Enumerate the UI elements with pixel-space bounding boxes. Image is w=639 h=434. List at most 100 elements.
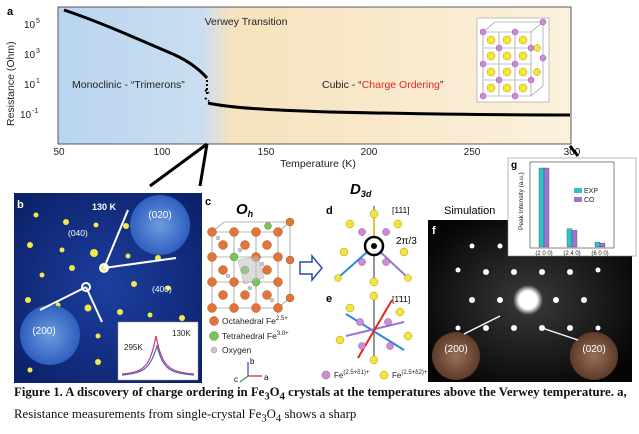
crystal-cube-image: [476, 17, 550, 103]
zoom-spot-200-f: [432, 332, 480, 380]
figure-caption: Figure 1. A discovery of charge ordering…: [14, 384, 630, 427]
panel-b-temp: 130 K: [92, 202, 117, 212]
panel-b: b 130 K (020) (200) (040) (400) 295K 130…: [14, 193, 202, 383]
resistance-curve-high: [207, 101, 571, 117]
panel-a-xlabel: Temperature (K): [280, 158, 356, 170]
arrow-f-left: [463, 315, 501, 335]
x-tick-label: 250: [464, 147, 481, 158]
spot-020-label: (020): [148, 210, 171, 221]
g-category-label: (6 0 0): [591, 251, 608, 257]
legend-fe2-marker: [379, 370, 389, 380]
resistance-curve-low: [63, 8, 209, 79]
g-category-label: (2 0 0): [535, 251, 552, 257]
spot-020-label-f: (020): [582, 344, 605, 355]
fe3o4-crystal: [207, 217, 295, 313]
label-charge-ordering: Charge Ordering: [362, 79, 440, 91]
spot-040-label: (040): [68, 228, 88, 238]
label-cubic-suffix: ”: [440, 79, 444, 91]
panel-a: a 10 5 10 3 10 1 10 -1 Resistance (Ohm) …: [5, 6, 581, 188]
g-legend: EXP CO: [574, 188, 598, 204]
legend-co-swatch: [574, 197, 582, 202]
legend-oxygen-marker: [210, 346, 218, 354]
x-tick-label: 150: [258, 147, 275, 158]
panel-g-ylabel: Peak Intensity (a.u.): [518, 172, 525, 230]
bar-co-1: [571, 230, 578, 248]
d3d-diagram-e: [335, 291, 413, 365]
axis-b-label: b: [250, 357, 255, 366]
panel-c-letter: c: [205, 196, 211, 208]
legend-c: Octahedral Fe2.5+ Tetrahedral Fe3.0+ Oxy…: [209, 316, 289, 355]
y-tick-exp: -1: [32, 108, 38, 115]
legend-co-label: CO: [584, 197, 595, 204]
y-tick-exp: 1: [36, 78, 40, 85]
y-ticks: 10 5 10 3 10 1 10 -1: [20, 18, 40, 121]
y-tick-exp: 5: [36, 18, 40, 25]
zoom-line-g: [568, 145, 580, 157]
resistance-curve-drop: [204, 80, 210, 102]
label-cubic: Cubic - “Charge Ordering”: [322, 79, 444, 91]
zoom-line-left: [149, 142, 208, 188]
zoom-spot-020-f: [570, 332, 618, 380]
panel-d-letter: d: [326, 205, 333, 217]
spot-200-label-f: (200): [444, 344, 467, 355]
y-tick-label: 10: [24, 50, 36, 61]
y-tick-label: 10: [20, 110, 32, 121]
legend-octahedral-label: Octahedral Fe2.5+: [222, 316, 288, 326]
caption-body: Resistance measurements from single-crys…: [14, 406, 357, 425]
profile-295k: [121, 343, 195, 376]
bar-co-0: [543, 167, 550, 248]
bar-exp-2: [594, 242, 601, 248]
y-tick-exp: 3: [36, 48, 40, 55]
bar-exp-1: [566, 228, 573, 248]
label-verwey-transition: Verwey Transition: [205, 16, 288, 28]
arrow-c-to-d: [299, 253, 323, 283]
panel-d: d D3d [111] 2π/3: [326, 181, 417, 287]
inset-295k-label: 295K: [124, 343, 143, 352]
panel-e-direction: [1̄11]: [392, 294, 410, 304]
x-tick-label: 100: [154, 147, 171, 158]
panel-a-letter: a: [7, 6, 14, 18]
zoom-line-right: [198, 143, 209, 187]
label-cubic-prefix: Cubic - “: [322, 79, 362, 91]
zoom-spot-020: [130, 195, 190, 255]
label-monoclinic: Monoclinic - “Trimerons”: [72, 79, 185, 91]
bar-exp-0: [538, 167, 545, 248]
legend-fe1-marker: [321, 370, 331, 380]
legend-tetrahedral-marker: [209, 331, 219, 341]
y-tick-label: 10: [24, 80, 36, 91]
x-tick-label: 50: [53, 147, 65, 158]
g-category-label: (2 4 0): [563, 251, 580, 257]
legend-oxygen-label: Oxygen: [222, 345, 252, 355]
legend-fe2-label: Fe(2.5+δ2)+: [392, 370, 428, 380]
panel-f-letter: f: [432, 225, 436, 237]
zoom-spot-200: [20, 305, 80, 365]
legend-octahedral-marker: [209, 316, 219, 326]
profile-130k: [121, 335, 195, 375]
panel-d-direction: [111]: [392, 205, 410, 215]
arrow-f-right: [541, 327, 579, 341]
panel-g-letter: g: [511, 160, 517, 171]
axis-a-label: a: [264, 373, 269, 382]
panel-b-letter: b: [17, 199, 24, 211]
panel-g: g Peak Intensity (a.u.) (2 0 0) (2 4 0) …: [507, 157, 637, 257]
x-tick-label: 300: [564, 147, 581, 158]
spot-400-label: (400): [152, 284, 172, 294]
panel-e-letter: e: [326, 293, 332, 305]
legend-exp-label: EXP: [584, 188, 598, 195]
y-tick-label: 10: [24, 20, 36, 31]
legend-e: Fe(2.5+δ1)+ Fe(2.5+δ2)+: [321, 370, 428, 380]
d3d-diagram: [334, 206, 412, 287]
panel-e: e [1̄11] Fe(2.5+δ1)+ Fe(2.5+δ2)+: [321, 291, 428, 380]
x-tick-label: 200: [361, 147, 378, 158]
bar-co-2: [599, 242, 606, 248]
panel-d-title: D3d: [350, 181, 372, 199]
panel-c-title: Oh: [236, 201, 254, 219]
angle-label: 2π/3: [396, 236, 417, 247]
axes-indicator: b a c: [234, 357, 269, 384]
central-beam: [513, 285, 543, 315]
spot-200-label: (200): [32, 326, 55, 337]
g-x-ticks: (2 0 0) (2 4 0) (6 0 0): [535, 251, 608, 257]
panel-f-title: Simulation: [444, 205, 495, 217]
legend-fe1-label: Fe(2.5+δ1)+: [334, 370, 370, 380]
